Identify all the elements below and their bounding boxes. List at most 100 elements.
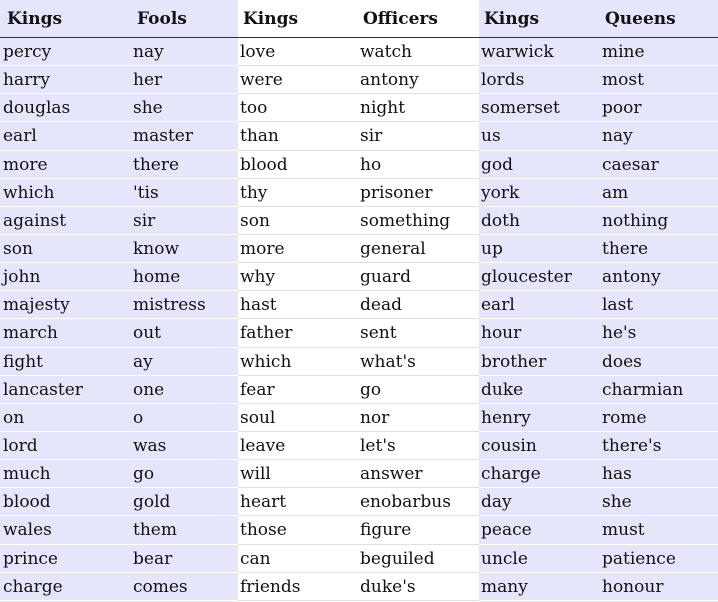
table-cell: harry [0,66,131,95]
table-cell: ay [131,348,238,376]
table-cell: dead [358,291,479,320]
table-cell: fight [0,348,131,376]
table-cell: son [238,207,358,235]
table-cell: doth [479,207,600,235]
table-cell: why [238,263,358,292]
table-cell: there [600,235,718,264]
table-column: Fools nay her she master there'tis sir know home… [131,0,238,602]
table-cell: will [238,460,358,489]
table-cell: poor [600,94,718,123]
table-cell: something [358,207,479,235]
table-cell: which [0,179,131,207]
table-cell: she [131,94,238,123]
table-cell: earl [479,291,600,320]
table-cell: cousin [479,432,600,461]
column-header: Kings [0,0,131,38]
table-cell: gold [131,488,238,517]
table-cell: lords [479,66,600,95]
column-header: Fools [131,0,238,38]
table-cell: percy [0,38,131,67]
table-cell: prisoner [358,179,479,207]
table-cell: god [479,151,600,179]
table-cell: blood [238,151,358,179]
table-cell: sir [358,122,479,151]
table-cell: what's [358,348,479,376]
column-header: Kings [479,0,600,38]
table-cell: somerset [479,94,600,123]
table-cell: march [0,319,131,348]
table-cell: wales [0,516,131,545]
table-cell: more [0,151,131,179]
table-cell: heart [238,488,358,517]
table-cell: nothing [600,207,718,235]
table-cell: hour [479,319,600,348]
table-cell: more [238,235,358,264]
table-cell: father [238,319,358,348]
table-cell: let's [358,432,479,461]
table-cell: on [0,404,131,432]
table-cell: sent [358,319,479,348]
table-cell: earl [0,122,131,151]
table-cell: beguiled [358,545,479,573]
table-cell: warwick [479,38,600,67]
table-cell: douglas [0,94,131,123]
table-cell: am [600,179,718,207]
table-cell: sir [131,207,238,235]
table-cell: them [131,516,238,545]
table-cell: watch [358,38,479,67]
table-cell: she [600,488,718,517]
table-cell: leave [238,432,358,461]
column-group-2: Kings love were too than blood thy son more why ha… [238,0,479,602]
table-cell: does [600,348,718,376]
table-cell: fear [238,376,358,404]
column-header: Officers [358,0,479,38]
table-cell: day [479,488,600,517]
table-cell: go [358,376,479,404]
table-cell: which [238,348,358,376]
table-cell: blood [0,488,131,517]
table-cell: charge [0,573,131,601]
table-cell: brother [479,348,600,376]
table-cell: patience [600,545,718,573]
table-cell: general [358,235,479,264]
table-cell: nay [131,38,238,67]
table-cell: majesty [0,291,131,320]
table-cell: figure [358,516,479,545]
table-cell: must [600,516,718,545]
column-group-1: Kings percy harry douglas earl more which again… [0,0,238,602]
table-cell: antony [600,263,718,292]
table-cell: he's [600,319,718,348]
table-cell: york [479,179,600,207]
table-cell: uncle [479,545,600,573]
table-cell: antony [358,66,479,95]
table-cell: duke's [358,573,479,601]
table-column: Kings love were too than blood thy son more why ha… [238,0,358,602]
table-cell: much [0,460,131,489]
table-cell: bear [131,545,238,573]
table-cell: against [0,207,131,235]
table-cell: night [358,94,479,123]
table-cell: o [131,404,238,432]
table-cell: there's [600,432,718,461]
table-cell: guard [358,263,479,292]
table-cell: rome [600,404,718,432]
table-column: Officers watch antony night sir ho prisoner som… [358,0,479,602]
table-cell: enobarbus [358,488,479,517]
table-cell: lancaster [0,376,131,404]
table-cell: her [131,66,238,95]
table-cell: many [479,573,600,601]
table-cell: john [0,263,131,292]
table-cell: caesar [600,151,718,179]
table-cell: charmian [600,376,718,404]
table-cell: us [479,122,600,151]
table-cell: comes [131,573,238,601]
table-cell: lord [0,432,131,461]
table-cell: answer [358,460,479,489]
table-cell: go [131,460,238,489]
table-cell: son [0,235,131,264]
table-cell: was [131,432,238,461]
table-cell: thy [238,179,358,207]
table-cell: mistress [131,291,238,320]
table-cell: know [131,235,238,264]
